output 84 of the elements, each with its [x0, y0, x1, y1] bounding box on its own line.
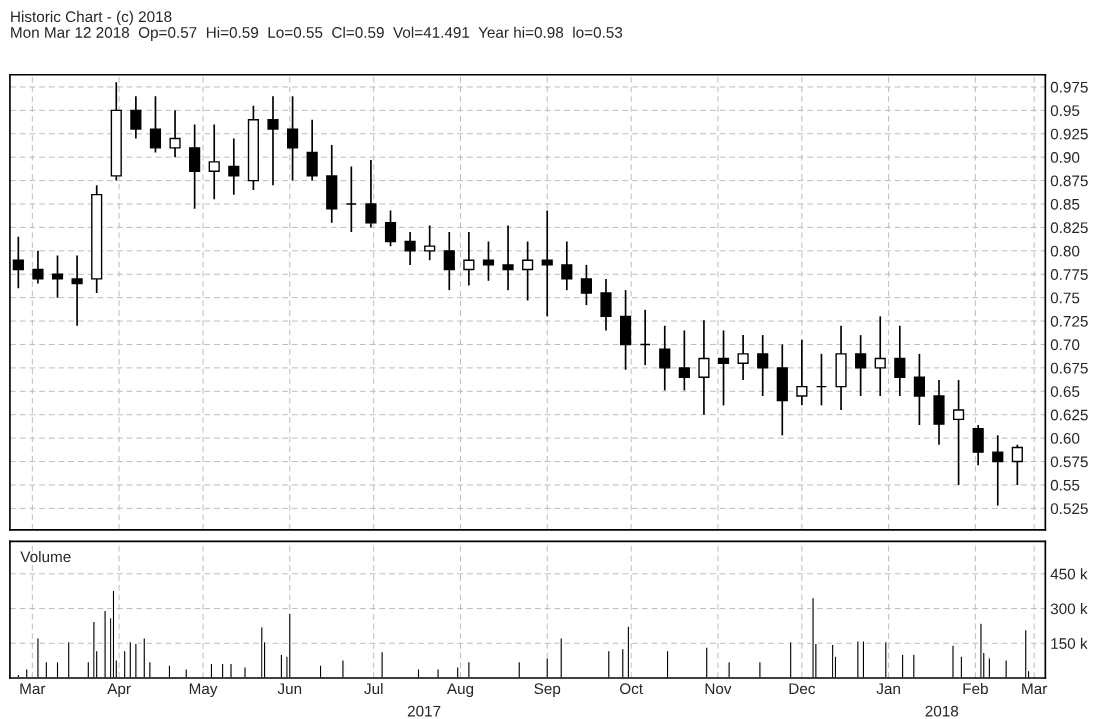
x-tick-label: Jun: [277, 683, 302, 695]
candlestick: [855, 334, 867, 397]
candlestick: [345, 165, 357, 233]
candlestick: [12, 235, 24, 290]
candlestick: [463, 231, 475, 287]
candlestick: [130, 95, 142, 140]
candlestick: [482, 240, 495, 282]
x-tick-label: May: [189, 683, 218, 698]
candlestick: [424, 224, 436, 262]
candlestick: [189, 123, 201, 210]
candlestick: [678, 329, 690, 392]
x-tick-label: Nov: [705, 683, 732, 695]
candlestick: [952, 379, 965, 486]
y-tick-label: 0.55: [1050, 479, 1080, 491]
candlestick: [874, 315, 886, 397]
x-tick-label: Oct: [620, 683, 643, 695]
y-tick-label: 0.80: [1050, 245, 1080, 257]
candlestick: [1011, 443, 1023, 486]
chart-subtitle: Mon Mar 12 2018 Op=0.57 Hi=0.59 Lo=0.55 Cl=0.59 Vol=41.491 Year hi=0.98 lo=0.53: [11, 26, 623, 41]
candlestick: [267, 95, 279, 187]
x-tick-label: Sep: [534, 683, 561, 698]
y-tick-label: 0.95: [1050, 105, 1080, 117]
y-tick-label: 0.725: [1050, 315, 1088, 327]
candlestick: [522, 240, 534, 302]
candlestick: [815, 353, 828, 407]
candlestick: [757, 334, 769, 397]
candlestick: [894, 324, 906, 397]
candlestick: [992, 434, 1004, 507]
text: 2018: [925, 705, 959, 717]
candlestick: [71, 254, 83, 327]
candlestick: [698, 319, 710, 416]
y-tick-label: 0.975: [1050, 81, 1088, 93]
candlestick: [404, 231, 416, 266]
x-tick-label: Aug: [446, 683, 474, 698]
candlestick: [443, 231, 455, 292]
y-tick-label: 300 k: [1050, 603, 1088, 615]
candlestick: [737, 334, 749, 381]
y-tick-label: 0.90: [1050, 152, 1080, 163]
x-tick-label: Mar: [20, 683, 46, 695]
y-tick-label: 0.625: [1050, 409, 1088, 421]
candlestick: [580, 264, 592, 306]
candlestick: [384, 209, 397, 247]
y-tick-label: 0.75: [1050, 292, 1080, 304]
x-tick-label: Apr: [107, 683, 131, 698]
candlestick: [600, 278, 612, 332]
x-tick-label: Jul: [364, 682, 383, 695]
candlestick: [913, 353, 925, 426]
candlestick: [541, 209, 553, 318]
candlestick: [169, 109, 181, 159]
y-tick-label: 0.85: [1050, 198, 1080, 210]
y-tick-label: 0.925: [1050, 128, 1088, 140]
y-tick-label: 0.825: [1050, 222, 1088, 234]
candlestick: [365, 159, 377, 229]
candlestick: [639, 308, 651, 366]
y-tick-label: 0.675: [1050, 362, 1088, 374]
y-tick-label: 150 k: [1051, 637, 1088, 649]
y-tick-label: 0.65: [1050, 386, 1080, 397]
y-tick-label: 0.525: [1050, 503, 1088, 515]
candlestick: [228, 137, 240, 196]
candlestick: [972, 424, 984, 467]
candlestick: [208, 123, 220, 201]
x-tick-label: Jan: [876, 683, 900, 695]
y-tick-label: 450 k: [1050, 568, 1088, 580]
candlestick: [51, 254, 64, 299]
x-tick-label: Feb: [963, 682, 988, 695]
candlestick: [149, 95, 162, 154]
candlestick: [32, 249, 44, 285]
y-tick-label: 0.575: [1050, 456, 1088, 468]
chart-title: Historic Chart - (c) 2018: [11, 10, 172, 26]
y-tick-label: 0.875: [1050, 175, 1088, 187]
y-tick-label: 0.775: [1050, 269, 1088, 280]
chart-title: Volume: [20, 550, 71, 563]
candlestick: [561, 240, 573, 292]
candlestick: [717, 329, 730, 407]
x-tick-label: Mar: [1022, 683, 1048, 695]
text: 2017: [407, 705, 441, 717]
candlestick: [659, 324, 671, 392]
y-tick-label: 0.60: [1050, 433, 1080, 444]
candlestick: [502, 224, 514, 292]
candlestick: [286, 95, 299, 182]
candlestick: [306, 118, 318, 182]
x-tick-label: Dec: [789, 683, 816, 695]
candlestick: [796, 338, 808, 407]
y-tick-label: 0.70: [1050, 339, 1080, 351]
